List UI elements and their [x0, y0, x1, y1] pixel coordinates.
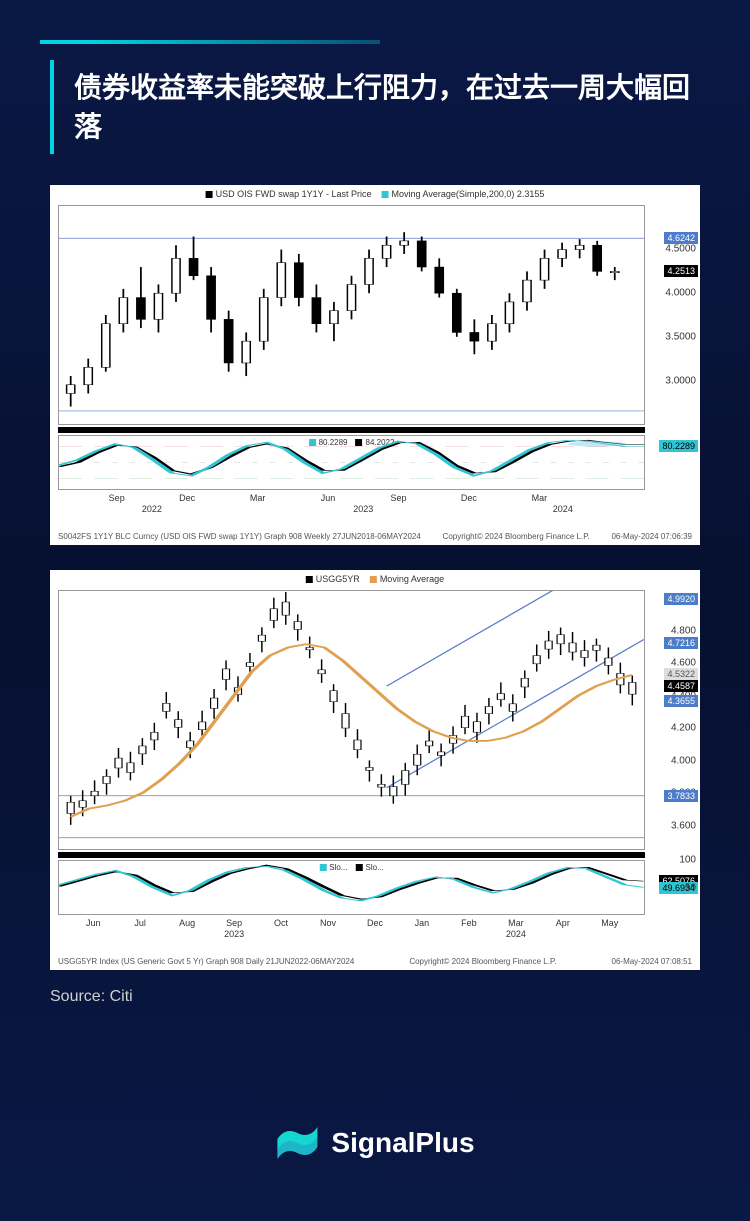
chart-2: USGG5YR Moving Average 4.8004.6004.4004.…	[50, 570, 700, 970]
chart1-y-axis: 4.50004.00003.50003.00004.62424.2513	[648, 205, 700, 425]
legend-text: Moving Average	[380, 574, 444, 584]
page-title: 债券收益率未能突破上行阻力，在过去一周大幅回落	[74, 68, 710, 146]
legend-text: USGG5YR	[316, 574, 360, 584]
brand-name: SignalPlus	[331, 1127, 474, 1159]
legend-swatch	[381, 191, 388, 198]
chart1-x-axis: SepDecMarJunSepDecMar202220232024	[58, 493, 645, 515]
footer-left: USGG5YR Index (US Generic Govt 5 Yr) Gra…	[58, 957, 354, 966]
chart1-legend: USD OIS FWD swap 1Y1Y - Last Price Movin…	[206, 189, 545, 199]
chart1-plot-area	[58, 205, 645, 425]
chart2-footer: USGG5YR Index (US Generic Govt 5 Yr) Gra…	[58, 957, 692, 966]
footer-right: 06-May-2024 07:06:39	[611, 532, 692, 541]
chart2-x-axis: JunJulAugSepOctNovDecJanFebMarAprMay2023…	[58, 918, 645, 940]
legend-text: Moving Average(Simple,200,0) 2.3155	[391, 189, 544, 199]
chart-1: USD OIS FWD swap 1Y1Y - Last Price Movin…	[50, 185, 700, 545]
footer-left: S0042FS 1Y1Y BLC Curncy (USD OIS FWD swa…	[58, 532, 421, 541]
chart2-legend: USGG5YR Moving Average	[306, 574, 444, 584]
logo-icon	[275, 1125, 319, 1161]
chart2-plot-area	[58, 590, 645, 850]
chart2-y-axis: 4.8004.6004.4004.2004.0003.8003.6004.992…	[648, 590, 700, 850]
title-block: 债券收益率未能突破上行阻力，在过去一周大幅回落	[50, 60, 710, 154]
footer-mid: Copyright© 2024 Bloomberg Finance L.P.	[443, 532, 590, 541]
header-accent-rule	[40, 40, 380, 44]
legend-swatch	[306, 576, 313, 583]
separator	[58, 427, 645, 433]
source-attribution: Source: Citi	[50, 988, 133, 1006]
legend-text: USD OIS FWD swap 1Y1Y - Last Price	[216, 189, 372, 199]
footer-mid: Copyright© 2024 Bloomberg Finance L.P.	[409, 957, 556, 966]
separator	[58, 852, 645, 858]
brand-logo: SignalPlus	[275, 1125, 474, 1161]
chart1-oscillator: 80.2289 84.2022	[58, 435, 645, 490]
footer-right: 06-May-2024 07:08:51	[612, 957, 693, 966]
chart2-oscillator: Slo... Slo...	[58, 860, 645, 915]
legend-swatch	[370, 576, 377, 583]
legend-swatch	[206, 191, 213, 198]
chart1-footer: S0042FS 1Y1Y BLC Curncy (USD OIS FWD swa…	[58, 532, 692, 541]
